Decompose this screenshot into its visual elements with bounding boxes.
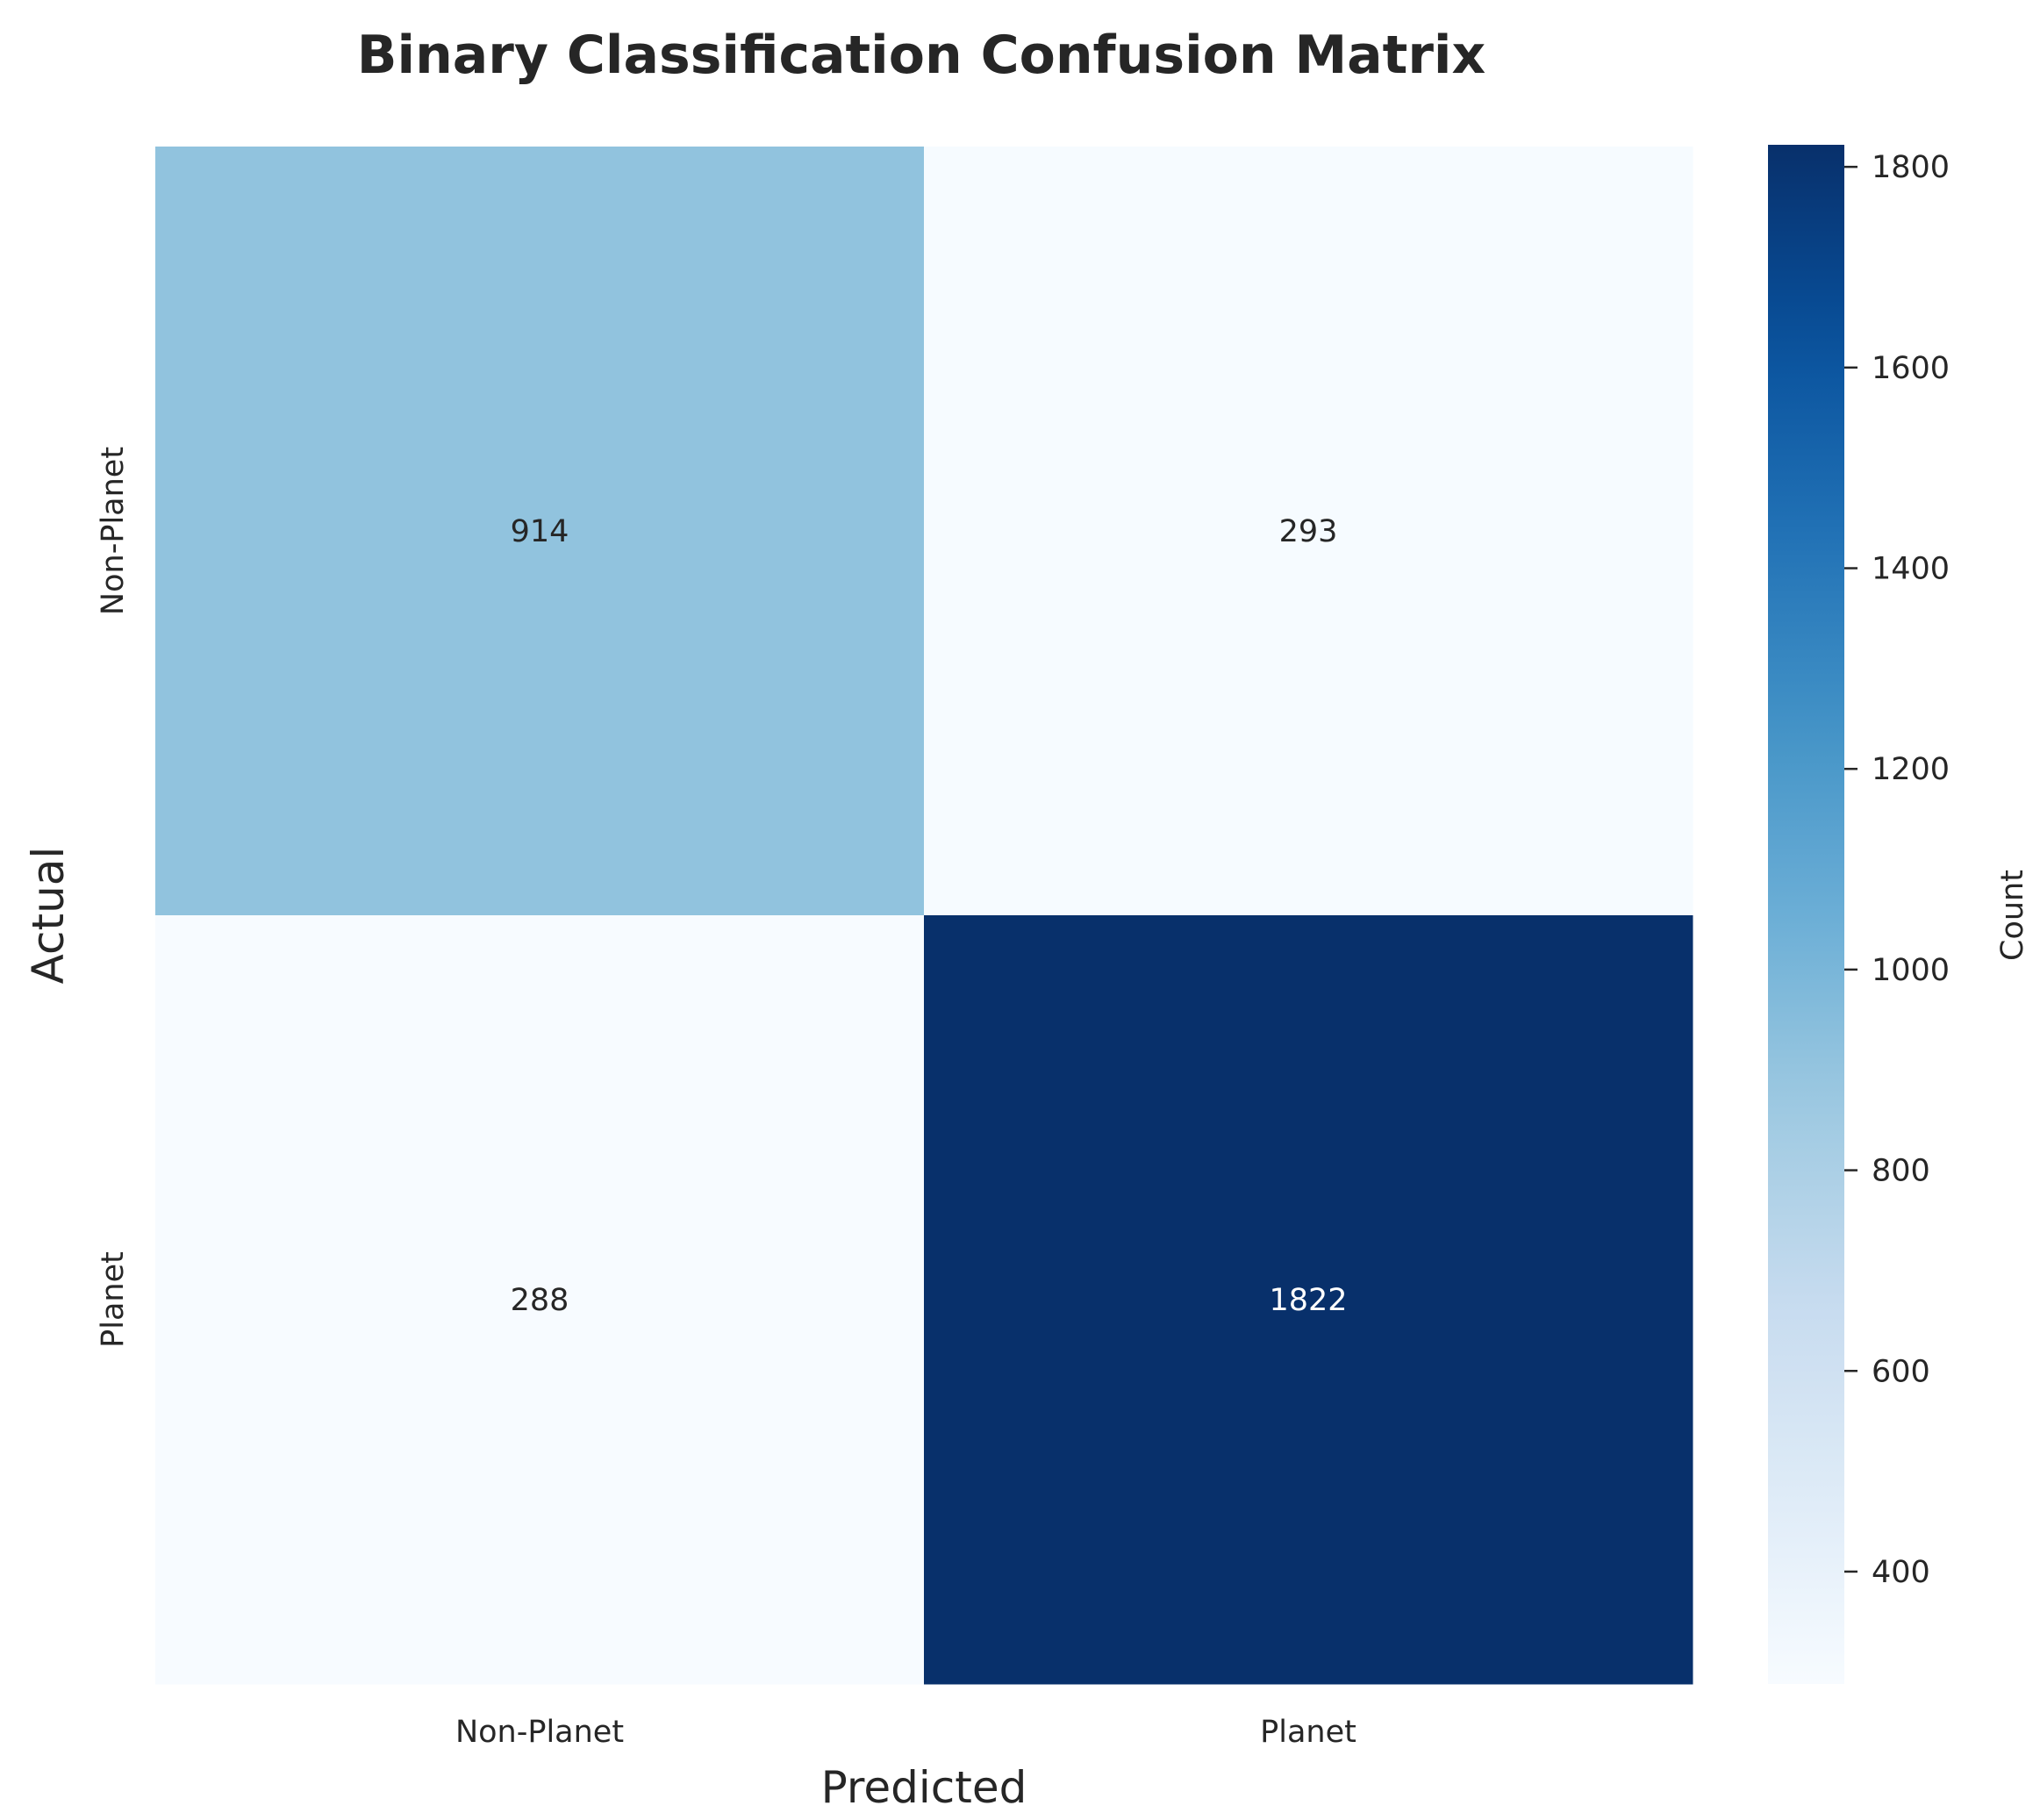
heatmap-cell	[924, 147, 1693, 916]
y-tick-labels: Non-Planet Planet	[96, 447, 131, 1348]
cell-value-label: 293	[1279, 514, 1338, 549]
heatmap-cell	[155, 147, 925, 916]
x-tick-label: Planet	[1260, 1715, 1356, 1750]
y-tick-label: Planet	[96, 1251, 131, 1348]
x-tick-label: Non-Planet	[455, 1715, 624, 1750]
colorbar	[1768, 145, 1844, 1684]
heatmap-cells: 914 293 288 1822	[155, 147, 1693, 1685]
x-tick-labels: Non-Planet Planet	[455, 1715, 1356, 1750]
colorbar-tick-label: 1400	[1872, 552, 1950, 587]
chart-title: Binary Classification Confusion Matrix	[357, 25, 1485, 86]
heatmap-cell	[155, 915, 925, 1685]
colorbar-ticks: 400 600 800 1000 1200 1400 1600 1800	[1844, 150, 1950, 1590]
colorbar-label: Count	[1995, 870, 2030, 961]
y-tick-label: Non-Planet	[96, 447, 131, 615]
colorbar-tick-label: 1000	[1872, 953, 1950, 988]
colorbar-tick-label: 1800	[1872, 150, 1950, 185]
y-axis-label: Actual	[23, 847, 74, 985]
colorbar-tick-label: 400	[1872, 1555, 1930, 1590]
cell-value-label: 914	[511, 514, 569, 549]
colorbar-tick-label: 600	[1872, 1354, 1930, 1389]
colorbar-tick-label: 800	[1872, 1154, 1930, 1189]
cell-value-label: 1822	[1269, 1283, 1347, 1318]
heatmap-cell	[924, 915, 1693, 1685]
cell-value-label: 288	[511, 1283, 569, 1318]
x-axis-label: Predicted	[821, 1762, 1027, 1813]
colorbar-tick-label: 1600	[1872, 351, 1950, 386]
colorbar-tick-label: 1200	[1872, 752, 1950, 787]
